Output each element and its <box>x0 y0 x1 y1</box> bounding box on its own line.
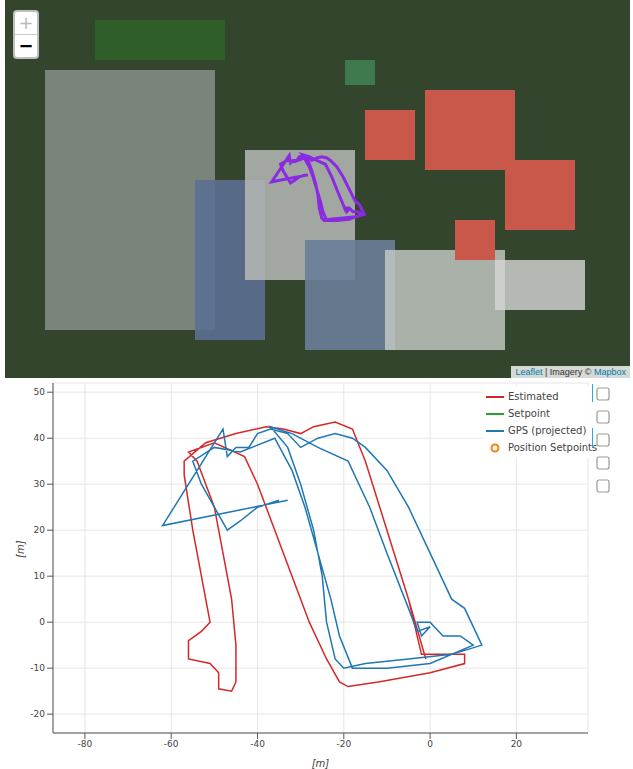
html-text:Leaflet | Imagery © Mapbox: Leaflet | Imagery © Mapbox <box>515 367 626 377</box>
svg-text:0: 0 <box>427 739 433 749</box>
svg-text:40: 40 <box>34 433 46 443</box>
svg-text:-20: -20 <box>336 739 351 749</box>
html-text:Position Setpoints: Position Setpoints <box>508 442 598 453</box>
html-text:Estimated: Estimated <box>508 391 559 402</box>
svg-text:50: 50 <box>34 387 46 397</box>
svg-text:20: 20 <box>34 525 46 535</box>
svg-text:[m]: [m] <box>15 540 26 558</box>
svg-text:30: 30 <box>34 479 46 489</box>
svg-text:-60: -60 <box>164 739 179 749</box>
svg-text:-20: -20 <box>30 709 45 719</box>
svg-text:10: 10 <box>34 571 46 581</box>
svg-text:20: 20 <box>511 739 523 749</box>
svg-text:-10: -10 <box>30 663 45 673</box>
html-text:GPS (projected): GPS (projected) <box>508 425 587 436</box>
svg-text:-80: -80 <box>78 739 93 749</box>
svg-text:[m]: [m] <box>312 758 330 769</box>
svg-text:-40: -40 <box>250 739 265 749</box>
svg-text:0: 0 <box>39 617 45 627</box>
html-text:Setpoint: Setpoint <box>508 408 550 419</box>
